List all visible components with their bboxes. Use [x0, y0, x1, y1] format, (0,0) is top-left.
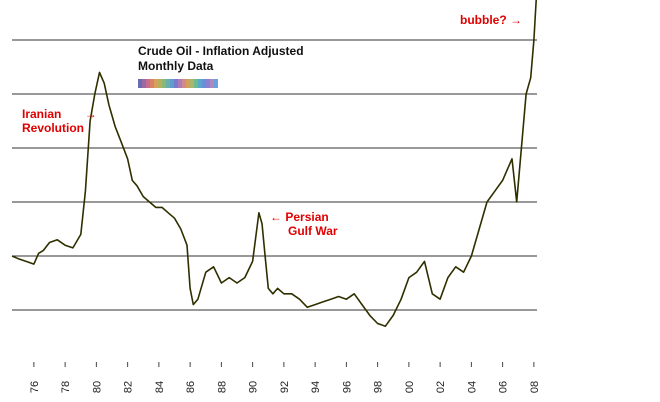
legend-swatch — [214, 79, 218, 88]
legend-swatch — [178, 79, 182, 88]
arrow-right-icon: → — [510, 13, 523, 27]
legend-swatch — [162, 79, 166, 88]
arrow-right-icon: → — [84, 107, 97, 121]
legend-swatch — [186, 79, 190, 88]
legend-swatch — [158, 79, 162, 88]
x-tick-label: 08 — [529, 381, 541, 393]
legend-swatch — [210, 79, 214, 88]
legend-swatch — [150, 79, 154, 88]
chart-title-block: Crude Oil - Inflation Adjusted Monthly D… — [138, 44, 304, 74]
x-tick-label: 80 — [91, 381, 103, 393]
x-tick-label: 92 — [279, 381, 291, 393]
x-tick-label: 88 — [216, 381, 228, 393]
x-tick-label: 78 — [60, 381, 72, 393]
legend-swatch — [170, 79, 174, 88]
legend-swatch — [182, 79, 186, 88]
x-tick-label: 98 — [373, 381, 385, 393]
x-tick-label: 90 — [248, 381, 260, 393]
legend-swatch-strip — [138, 79, 218, 88]
x-tick-label: 00 — [404, 381, 416, 393]
grid-lines — [12, 39, 537, 311]
x-tick-label: 86 — [185, 381, 197, 393]
legend-swatch — [142, 79, 146, 88]
legend-swatch — [174, 79, 178, 88]
legend-swatch — [166, 79, 170, 88]
x-tick-label: 82 — [123, 381, 135, 393]
annotation-iranian-revolution: Iranian → Revolution — [22, 107, 97, 135]
annotation-bubble: bubble? → — [460, 13, 522, 27]
legend-swatch — [202, 79, 206, 88]
legend-swatch — [198, 79, 202, 88]
x-tick-label: 76 — [29, 381, 41, 393]
legend-swatch — [206, 79, 210, 88]
annotation-persian-gulf-war: ← Persian Gulf War — [270, 210, 338, 238]
x-tick-label: 02 — [435, 381, 447, 393]
chart-title: Crude Oil - Inflation Adjusted — [138, 44, 304, 58]
annotation-label: bubble? — [460, 13, 507, 27]
x-tick-label: 06 — [498, 381, 510, 393]
legend-swatch — [194, 79, 198, 88]
annotation-label: Persian — [285, 210, 329, 224]
legend-swatch — [154, 79, 158, 88]
x-tick-label: 96 — [341, 381, 353, 393]
annotation-label: Gulf War — [288, 224, 338, 238]
legend-swatch — [146, 79, 150, 88]
legend-swatch — [138, 79, 142, 88]
x-tick-label: 94 — [310, 381, 322, 393]
chart-subtitle: Monthly Data — [138, 59, 214, 73]
annotation-label: Iranian — [22, 107, 62, 121]
legend-swatch — [190, 79, 194, 88]
x-tick-label: 04 — [466, 381, 478, 393]
annotation-label: Revolution — [22, 121, 84, 135]
arrow-left-icon: ← — [270, 210, 282, 224]
series-line — [11, 0, 537, 327]
x-tick-label: 84 — [154, 381, 166, 393]
x-axis: 76 78 80 82 84 86 88 90 92 94 96 98 00 02 04 06 08 — [29, 362, 541, 393]
